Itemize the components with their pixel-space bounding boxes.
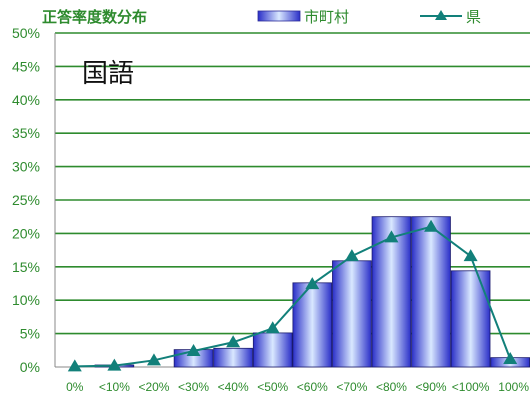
bar-<40% (213, 347, 253, 368)
bar-<100% (450, 270, 491, 368)
x-tick-label: <100% (452, 380, 490, 394)
y-tick-label: 35% (12, 125, 40, 141)
line-point-100% (503, 351, 518, 364)
bar-<90% (411, 216, 451, 368)
legend-swatch-bar (257, 10, 301, 22)
x-tick-label: <50% (257, 380, 288, 394)
x-tick-label: <10% (99, 380, 130, 394)
x-tick-label: 100% (498, 380, 529, 394)
line-point-<50% (265, 321, 280, 334)
line-point-<60% (305, 277, 320, 290)
y-tick-label: 45% (12, 58, 40, 74)
line-point-<30% (186, 343, 201, 356)
x-tick-label: <70% (336, 380, 367, 394)
line-point-<20% (146, 353, 161, 366)
x-tick-label: <20% (138, 380, 169, 394)
line-point-<90% (424, 219, 439, 232)
x-tick-label: <40% (218, 380, 249, 394)
y-tick-label: 15% (12, 259, 40, 275)
legend-label-bar: 市町村 (304, 9, 349, 26)
line-point-<40% (226, 335, 241, 348)
bar-series (94, 216, 530, 368)
line-series (67, 219, 518, 372)
x-tick-label: <30% (178, 380, 209, 394)
subject-annotation: 国語 (82, 58, 134, 88)
bar-<70% (332, 260, 372, 368)
y-tick-label: 5% (20, 326, 40, 342)
x-tick-label: <60% (297, 380, 328, 394)
y-tick-label: 25% (12, 192, 40, 208)
bar-<60% (292, 282, 333, 368)
y-tick-label: 50% (12, 25, 40, 41)
line-point-<70% (344, 249, 359, 262)
x-tick-label: <90% (416, 380, 447, 394)
y-tick-label: 0% (20, 359, 40, 375)
y-tick-label: 40% (12, 92, 40, 108)
x-tick-label: 0% (66, 380, 84, 394)
x-axis-tick-labels: 0% <10% <20% <30% <40% <50% <60% <70% <80% <90% <1… (66, 380, 529, 394)
legend-label-line: 県 (466, 9, 481, 26)
y-axis-tick-labels: 0% 5% 10% 15% 20% 25% 30% 35% 40% 45% 50% (12, 25, 40, 375)
bar-<50% (252, 332, 293, 368)
chart-title: 正答率度数分布 (42, 8, 147, 26)
y-tick-label: 10% (12, 292, 40, 308)
legend-marker-triangle (435, 10, 447, 20)
y-tick-label: 20% (12, 225, 40, 241)
line-point-<80% (384, 230, 399, 243)
line-point-0% (67, 359, 82, 372)
x-tick-label: <80% (376, 380, 407, 394)
y-tick-label: 30% (12, 159, 40, 175)
legend: 市町村 県 (257, 9, 481, 26)
line-point-<100% (463, 249, 478, 262)
line-point-<10% (107, 358, 122, 371)
